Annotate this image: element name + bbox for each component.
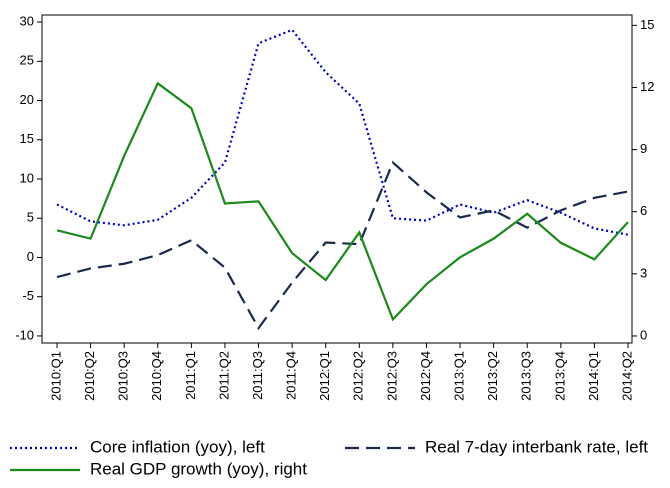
- x-tick-label: 2010:Q4: [149, 351, 164, 401]
- x-tick-label: 2010:Q2: [82, 351, 97, 401]
- x-tick-label: 2012:Q1: [317, 351, 332, 401]
- x-tick-label: 2010:Q3: [116, 351, 131, 401]
- y2-tick-label: 6: [640, 203, 647, 218]
- series-line: [56, 160, 629, 331]
- x-tick-label: 2012:Q2: [351, 351, 366, 401]
- legend-label: Real 7-day interbank rate, left: [425, 437, 648, 456]
- y-tick-label: -10: [15, 327, 34, 342]
- y2-tick-label: 0: [640, 327, 647, 342]
- y2-tick-label: 9: [640, 141, 647, 156]
- y-tick-label: 25: [20, 53, 34, 68]
- y2-tick-label: 3: [640, 265, 647, 280]
- x-tick-label: 2013:Q3: [519, 351, 534, 401]
- y2-tick-label: 15: [640, 17, 654, 32]
- x-tick-label: 2012:Q3: [384, 351, 399, 401]
- x-tick-label: 2011:Q2: [216, 351, 231, 400]
- x-tick-label: 2011:Q3: [250, 351, 265, 400]
- series-line: [56, 28, 629, 236]
- legend: Core inflation (yoy), left Real 7-day int…: [10, 437, 648, 478]
- x-tick-label: 2011:Q4: [284, 351, 299, 400]
- x-tick-label: 2011:Q1: [183, 351, 198, 400]
- x-tick-label: 2010:Q1: [48, 351, 63, 401]
- y2-tick-label: 12: [640, 79, 654, 94]
- y-tick-label: 20: [20, 92, 34, 107]
- y-tick-label: 5: [27, 210, 34, 225]
- x-tick-label: 2012:Q4: [418, 351, 433, 401]
- x-tick-label: 2014:Q1: [586, 351, 601, 401]
- x-tick-label: 2013:Q4: [552, 351, 567, 401]
- y-tick-label: 30: [20, 13, 34, 28]
- legend-label: Core inflation (yoy), left: [90, 437, 265, 456]
- y-tick-label: -5: [22, 288, 34, 303]
- y-tick-label: 15: [20, 131, 34, 146]
- y-tick-label: 10: [20, 170, 34, 185]
- x-tick-label: 2014:Q2: [619, 351, 634, 401]
- plot-frame: [41, 14, 633, 344]
- series-line: [56, 81, 629, 322]
- x-tick-label: 2013:Q1: [451, 351, 466, 401]
- y-tick-label: 0: [27, 249, 34, 264]
- x-tick-label: 2013:Q2: [485, 351, 500, 401]
- legend-label: Real GDP growth (yoy), right: [90, 459, 307, 478]
